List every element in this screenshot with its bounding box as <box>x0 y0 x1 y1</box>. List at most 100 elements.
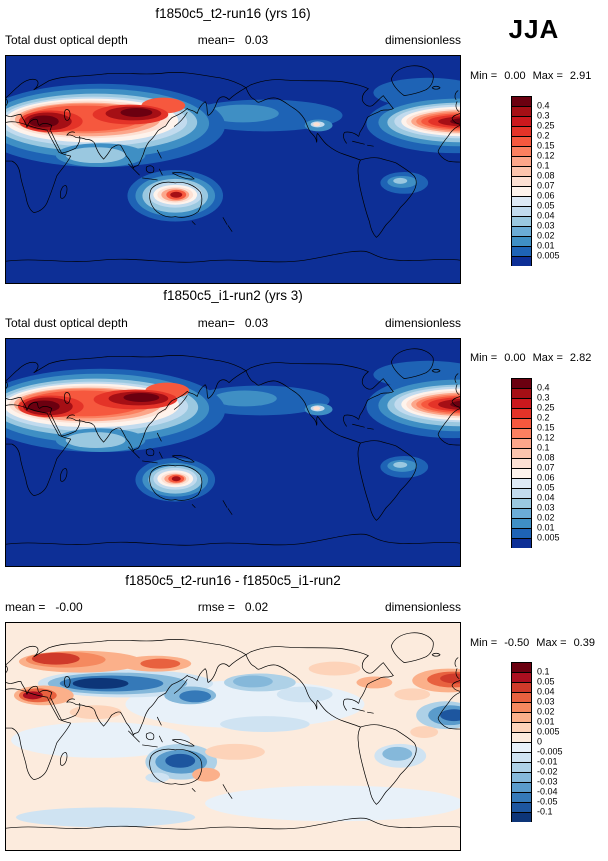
panel1-minmax: Min = 0.00 Max = 2.91 <box>470 70 591 82</box>
colorbar-segment <box>511 156 532 166</box>
colorbar-labels: 0.1 0.05 0.04 0.03 0.02 0.01 0.005 0 -0.005 -0.01… <box>537 662 577 822</box>
panel2-variable-label: Total dust optical depth <box>5 316 128 330</box>
diff-south-america <box>374 726 439 768</box>
colorbar-tick-label: 0.15 <box>537 422 555 433</box>
panel2-units-label: dimensionless <box>384 316 461 330</box>
colorbar-segment <box>511 702 532 712</box>
diff-australia-blue <box>145 743 221 783</box>
dust-patch-south-america <box>380 171 429 194</box>
colorbar-tick-label: 0.07 <box>537 462 555 473</box>
colorbar-segment <box>511 518 532 528</box>
panel1-stats-row: Total dust optical depth mean= 0.03 dimen… <box>5 33 461 48</box>
colorbar-segment <box>511 448 532 458</box>
colorbar-tick-label: 0.05 <box>537 676 555 687</box>
colorbar-segment <box>511 146 532 156</box>
colorbar-tick-label: 0.2 <box>537 130 550 141</box>
panel1-map <box>5 55 461 284</box>
dust-plume-atlantic <box>366 93 460 154</box>
colorbar-segment <box>511 216 532 226</box>
panel1-colorbar: 0.4 0.3 0.25 0.2 0.15 0.12 0.1 0.08 0.07 0.06 0.05… <box>511 96 560 266</box>
colorbar-segment <box>511 196 532 206</box>
colorbar-segment <box>511 672 532 682</box>
panel3-max-value: 0.39 <box>573 637 595 649</box>
colorbar-tick-label: 0.02 <box>537 706 555 717</box>
colorbar-segment <box>511 378 532 388</box>
colorbar-tick-label: 0.04 <box>537 492 555 503</box>
colorbar-tick-label: 0.06 <box>537 472 555 483</box>
panel3-map-svg <box>6 623 460 850</box>
panel1-min-label: Min = <box>470 70 498 82</box>
colorbar-tick-label: 0.01 <box>537 716 555 727</box>
panel2-mean-value: 0.03 <box>244 316 269 330</box>
colorbar-segment <box>511 388 532 398</box>
colorbar-segment <box>511 752 532 762</box>
panel3-title: f1850c5_t2-run16 - f1850c5_i1-run2 <box>125 573 341 588</box>
colorbar-segment <box>511 398 532 408</box>
diff-atlantic-dipole <box>394 668 460 730</box>
dust-patch-north-america <box>304 403 333 416</box>
dust-plume-asia-africa <box>6 368 225 453</box>
colorbar-segment <box>511 802 532 812</box>
colorbar-segment <box>511 418 532 428</box>
colorbar-segment <box>511 106 532 116</box>
panel2-map-svg <box>6 339 460 566</box>
panel3-minmax: Min = -0.50 Max = 0.39 <box>470 637 595 649</box>
colorbar-segment <box>511 538 532 548</box>
panel1-units-label: dimensionless <box>384 33 461 47</box>
colorbar-segment <box>511 732 532 742</box>
panel1-max-value: 2.91 <box>569 70 592 82</box>
colorbar-segment <box>511 812 532 822</box>
colorbar-segment <box>511 428 532 438</box>
colorbar-segment <box>511 226 532 236</box>
colorbar-segment <box>511 792 532 802</box>
colorbar-tick-label: 0.02 <box>537 230 555 241</box>
colorbar-tick-label: 0.01 <box>537 240 555 251</box>
panel3-mean-label: mean = <box>5 600 46 614</box>
panel2-mean-label: mean= <box>197 316 235 330</box>
panel3-min-label: Min = <box>470 637 498 649</box>
colorbar-tick-label: -0.01 <box>537 756 558 767</box>
colorbar-segment <box>511 712 532 722</box>
colorbar-labels: 0.4 0.3 0.25 0.2 0.15 0.12 0.1 0.08 0.07 0.06 0.05… <box>537 378 577 548</box>
colorbar-tick-label: 0.1 <box>537 442 550 453</box>
colorbar-tick-label: 0.01 <box>537 522 555 533</box>
colorbar-tick-label: 0.08 <box>537 170 555 181</box>
colorbar-tick-label: -0.1 <box>537 806 553 817</box>
colorbar-segment <box>511 478 532 488</box>
colorbar-tick-label: 0.005 <box>537 250 560 261</box>
colorbar-tick-label: 0.08 <box>537 452 555 463</box>
panel1-map-svg <box>6 56 460 283</box>
dust-patch-south-america <box>380 455 429 478</box>
colorbar-tick-label: 0.04 <box>537 686 555 697</box>
panel3-map <box>5 622 461 851</box>
colorbar-segment <box>511 206 532 216</box>
panel2-stats-row: Total dust optical depth mean= 0.03 dimen… <box>5 316 461 331</box>
panel2-mean-stat: mean= 0.03 <box>5 316 461 330</box>
colorbar-tick-label: 0.04 <box>537 210 555 221</box>
colorbar-segment <box>511 498 532 508</box>
colorbar-tick-label: -0.04 <box>537 786 558 797</box>
colorbar-tick-label: 0.02 <box>537 512 555 523</box>
colorbar-segment <box>511 246 532 256</box>
colorbar-segment <box>511 136 532 146</box>
colorbar-tick-label: 0.12 <box>537 150 555 161</box>
dust-plume-australia <box>127 169 224 222</box>
colorbar-segment <box>511 408 532 418</box>
colorbar-tick-label: -0.005 <box>537 746 563 757</box>
colorbar-segment <box>511 468 532 478</box>
diff-asia-blue-band <box>37 669 217 705</box>
panel2-min-value: 0.00 <box>504 352 526 364</box>
dust-patch-north-america <box>304 119 333 132</box>
colorbar-tick-label: -0.05 <box>537 796 558 807</box>
colorbar-segment <box>511 782 532 792</box>
panel1-min-value: 0.00 <box>504 70 526 82</box>
colorbar-segment <box>511 528 532 538</box>
panel2-max-label: Max = <box>532 352 563 364</box>
panel3-mean-stat: mean = -0.00 <box>5 600 83 614</box>
diff-pacific-patches <box>205 661 393 760</box>
colorbar-segment <box>511 458 532 468</box>
colorbar-segment <box>511 692 532 702</box>
colorbar-segment <box>511 662 532 672</box>
panel2-max-value: 2.82 <box>569 352 592 364</box>
